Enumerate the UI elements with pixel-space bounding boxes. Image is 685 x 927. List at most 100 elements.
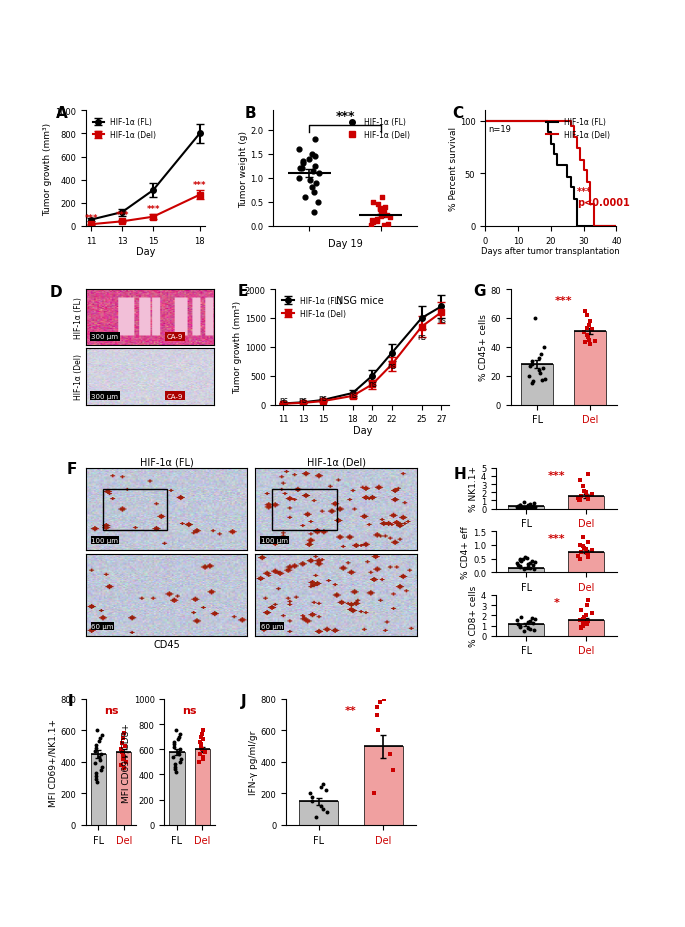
Point <box>197 750 208 765</box>
Point <box>369 786 379 801</box>
Text: **: ** <box>345 705 357 716</box>
Point <box>577 540 588 554</box>
Point <box>579 540 590 555</box>
Y-axis label: Tumor weight (g): Tumor weight (g) <box>239 131 248 208</box>
Y-axis label: HIF-1α (Del): HIF-1α (Del) <box>74 354 83 400</box>
Point <box>304 173 315 188</box>
Bar <box>116 753 132 825</box>
HIF-1α (Del) <box>612 222 621 233</box>
Text: D: D <box>49 286 62 300</box>
Point <box>575 538 586 552</box>
HIF-1α (Del) <box>570 132 578 143</box>
Point <box>535 366 546 381</box>
Point <box>579 325 590 340</box>
Point <box>523 557 534 572</box>
Point <box>175 752 186 767</box>
Point <box>582 617 593 632</box>
Point <box>539 340 550 355</box>
Point <box>585 314 596 329</box>
Point <box>195 730 206 744</box>
Bar <box>364 746 403 825</box>
Point <box>525 615 536 629</box>
Point <box>526 357 537 372</box>
Point <box>90 768 101 783</box>
Point <box>378 219 389 234</box>
Point <box>577 613 588 628</box>
Point <box>373 723 384 738</box>
Point <box>512 555 523 570</box>
Point <box>524 369 535 384</box>
Point <box>581 546 592 561</box>
Bar <box>103 489 167 530</box>
Text: ***: *** <box>547 534 565 543</box>
Point <box>379 200 390 215</box>
Bar <box>273 489 337 530</box>
Point <box>195 737 206 752</box>
HIF-1α (FL) <box>550 150 558 161</box>
Point <box>527 501 538 515</box>
Point <box>374 201 385 216</box>
Point <box>372 707 383 722</box>
Point <box>308 164 319 179</box>
Text: A: A <box>55 106 68 121</box>
Point <box>580 542 591 557</box>
Point <box>515 610 526 625</box>
Point <box>195 747 206 762</box>
Text: 100 μm: 100 μm <box>261 538 288 543</box>
Point <box>580 616 590 631</box>
Text: *: * <box>553 597 559 607</box>
Point <box>169 757 180 772</box>
Point <box>515 552 526 567</box>
Point <box>582 593 593 608</box>
Point <box>519 550 530 565</box>
Bar <box>508 625 544 636</box>
Point <box>525 497 536 512</box>
Point <box>169 759 180 774</box>
Point <box>374 695 385 710</box>
Point <box>538 362 549 376</box>
Point <box>512 558 523 573</box>
Point <box>575 489 586 503</box>
HIF-1α (FL) <box>570 194 578 205</box>
HIF-1α (FL) <box>540 116 548 127</box>
Point <box>583 550 594 565</box>
Point <box>310 133 321 147</box>
Point <box>368 196 379 210</box>
Text: H: H <box>454 466 466 481</box>
Point <box>379 206 390 221</box>
Text: C: C <box>452 106 463 121</box>
Bar <box>569 497 604 509</box>
Point <box>310 176 321 191</box>
Point <box>89 756 100 771</box>
Point <box>96 747 107 762</box>
HIF-1α (Del) <box>481 116 489 127</box>
Text: ***: *** <box>84 214 98 223</box>
Text: ***: *** <box>555 296 573 306</box>
Point <box>529 613 540 628</box>
Point <box>527 376 538 391</box>
Text: n=19: n=19 <box>488 125 511 134</box>
Y-axis label: % CD4+ eff: % CD4+ eff <box>462 526 471 578</box>
Y-axis label: Tumor growth (mm³): Tumor growth (mm³) <box>43 122 52 215</box>
HIF-1α (FL) <box>547 139 555 150</box>
Point <box>525 561 536 576</box>
Text: 60 μm: 60 μm <box>91 624 114 629</box>
Point <box>198 752 209 767</box>
Point <box>298 154 309 169</box>
Point <box>116 736 127 751</box>
Point <box>92 723 103 738</box>
Point <box>529 500 540 514</box>
Point <box>582 322 593 337</box>
HIF-1α (Del) <box>580 166 588 177</box>
Point <box>367 215 378 230</box>
Point <box>517 552 528 566</box>
HIF-1α (FL) <box>566 183 575 194</box>
Point <box>573 549 584 564</box>
HIF-1α (FL) <box>553 160 562 171</box>
Point <box>514 559 525 574</box>
Text: ***: *** <box>147 205 160 214</box>
Point <box>579 610 590 625</box>
X-axis label: Day: Day <box>136 247 155 257</box>
Point <box>173 732 184 747</box>
HIF-1α (Del) <box>583 177 591 188</box>
